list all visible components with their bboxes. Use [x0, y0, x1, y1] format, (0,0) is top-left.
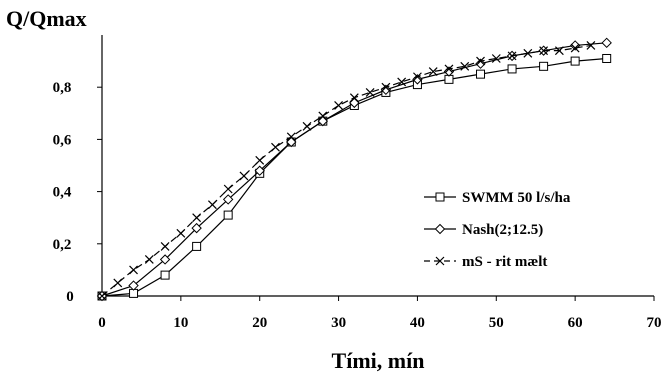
legend-label: SWMM 50 l/s/ha — [462, 190, 571, 206]
legend-item: mS - rit mælt — [424, 254, 547, 270]
data-point — [397, 77, 407, 87]
data-point — [128, 280, 139, 291]
data-point — [602, 53, 612, 63]
data-point — [349, 93, 359, 103]
data-point — [192, 213, 202, 223]
data-point — [223, 184, 233, 194]
legend-item: Nash(2;12.5) — [424, 222, 543, 238]
data-point — [554, 46, 564, 56]
x-tick-label: 30 — [331, 315, 346, 331]
y-tick-label: 0 — [66, 289, 74, 305]
x-ticks: 0 10 20 30 40 50 60 70 — [98, 296, 662, 331]
data-point — [318, 111, 328, 121]
y-ticks: 0 0,2 0,4 0,6 0,8 — [53, 80, 102, 305]
data-point — [160, 270, 170, 280]
data-point — [601, 37, 612, 49]
x-tick-label: 10 — [173, 315, 188, 331]
data-point — [570, 56, 580, 66]
data-point — [144, 255, 154, 264]
data-point — [476, 69, 486, 79]
data-point — [129, 265, 138, 275]
y-tick-label: 0,6 — [53, 132, 72, 148]
data-point — [191, 222, 202, 234]
y-tick-label: 0,4 — [53, 185, 72, 201]
y-axis-title: Q/Qmax — [6, 6, 87, 31]
x-tick-label: 70 — [647, 315, 662, 331]
data-point — [460, 61, 470, 71]
y-tick-label: 0,8 — [53, 80, 72, 96]
data-point — [160, 241, 170, 251]
legend-marker — [435, 192, 445, 202]
data-point — [365, 87, 375, 97]
legend-label: mS - rit mælt — [462, 254, 547, 270]
x-axis-title: Tími, mín — [332, 348, 425, 373]
data-point — [223, 210, 233, 220]
legend-marker — [434, 223, 446, 235]
data-point — [476, 56, 485, 66]
x-tick-label: 50 — [489, 315, 504, 331]
data-point — [428, 67, 438, 76]
data-point — [381, 82, 391, 92]
data-point — [254, 165, 265, 176]
data-point — [239, 171, 249, 181]
data-point — [334, 101, 343, 110]
data-point — [523, 48, 533, 58]
data-point — [286, 132, 296, 142]
x-tick-label: 0 — [98, 315, 106, 331]
axes — [101, 35, 654, 297]
legend-item: SWMM 50 l/s/ha — [424, 190, 571, 206]
x-tick-label: 40 — [410, 315, 425, 331]
x-tick-label: 20 — [252, 315, 267, 331]
data-point — [539, 46, 549, 56]
series-group — [96, 37, 612, 302]
data-point — [255, 155, 265, 165]
series-3 — [97, 41, 596, 301]
data-point — [192, 241, 202, 251]
data-point — [159, 254, 171, 265]
data-point — [222, 194, 234, 205]
data-point — [570, 43, 580, 53]
data-point — [302, 121, 312, 131]
data-point — [207, 200, 217, 210]
data-point — [271, 142, 280, 152]
data-point — [507, 64, 517, 74]
data-point — [586, 41, 596, 50]
legend: SWMM 50 l/s/ha Nash(2;12.5) mS - rit mælt — [424, 190, 571, 270]
data-point — [113, 278, 123, 288]
data-point — [413, 72, 422, 82]
data-point — [507, 51, 517, 61]
legend-label: Nash(2;12.5) — [462, 222, 543, 238]
data-point — [491, 54, 501, 63]
data-point — [444, 64, 454, 74]
y-tick-label: 0,2 — [53, 237, 72, 253]
data-point — [176, 228, 186, 238]
data-point — [539, 61, 549, 71]
data-point — [97, 291, 107, 301]
x-tick-label: 60 — [568, 315, 583, 331]
legend-marker — [435, 256, 445, 266]
